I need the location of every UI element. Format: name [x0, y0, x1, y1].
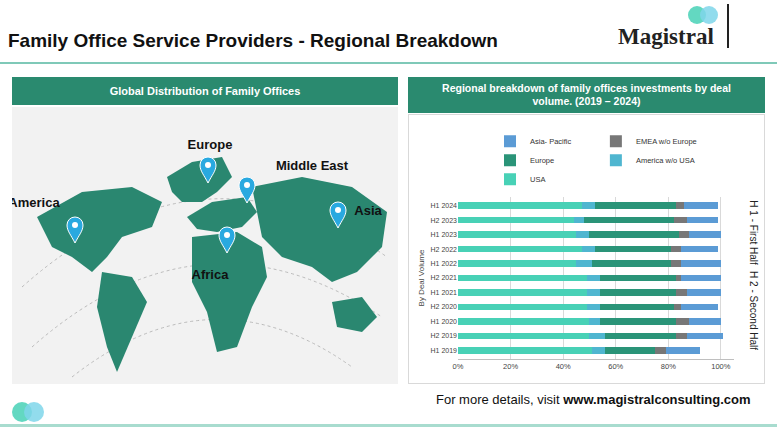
svg-text:America w/o USA: America w/o USA — [636, 156, 695, 165]
svg-text:H2 2023: H2 2023 — [431, 217, 458, 224]
svg-text:H1 2019: H1 2019 — [431, 347, 458, 354]
svg-text:H1 2024: H1 2024 — [431, 202, 458, 209]
svg-text:H1 2021: H1 2021 — [431, 289, 458, 296]
svg-text:USA: USA — [530, 175, 545, 184]
svg-text:100%: 100% — [711, 362, 731, 371]
svg-text:40%: 40% — [556, 362, 571, 371]
svg-text:Middle East: Middle East — [276, 158, 349, 173]
html-text:Magistral: Magistral — [618, 24, 714, 49]
svg-text:60%: 60% — [608, 362, 623, 371]
svg-text:America: America — [12, 195, 60, 210]
svg-text:H2 2020: H2 2020 — [431, 303, 458, 310]
svg-text:80%: 80% — [661, 362, 676, 371]
svg-text:H2 2021: H2 2021 — [431, 274, 458, 281]
svg-text:Asia: Asia — [354, 203, 382, 218]
svg-text:EMEA w/o Europe: EMEA w/o Europe — [636, 137, 697, 146]
svg-text:H2 2019: H2 2019 — [431, 332, 458, 339]
html-text:Regional breakdown of family o: Regional breakdown of family offices inv… — [442, 81, 731, 107]
svg-text:H 2 - Second Half: H 2 - Second Half — [748, 271, 759, 350]
html-text:Family Office Service Provider: Family Office Service Providers - Region… — [8, 30, 498, 51]
svg-text:H2 2022: H2 2022 — [431, 246, 458, 253]
svg-text:H1 2023: H1 2023 — [431, 231, 458, 238]
svg-text:Europe: Europe — [188, 137, 233, 152]
svg-text:Europe: Europe — [530, 156, 554, 165]
svg-text:Asia- Pacific: Asia- Pacific — [530, 137, 572, 146]
svg-text:0%: 0% — [453, 362, 464, 371]
html-text:For more details, visit www.ma: For more details, visit www.magistralcon… — [436, 392, 751, 407]
html-text:Global Distribution of Family: Global Distribution of Family Offices — [109, 85, 301, 97]
svg-text:By Deal Volume: By Deal Volume — [417, 249, 426, 306]
svg-text:20%: 20% — [503, 362, 518, 371]
svg-text:H1 2022: H1 2022 — [431, 260, 458, 267]
svg-text:Africa: Africa — [192, 267, 230, 282]
svg-text:H1 2020: H1 2020 — [431, 318, 458, 325]
svg-text:H 1 - First Half: H 1 - First Half — [748, 200, 759, 265]
